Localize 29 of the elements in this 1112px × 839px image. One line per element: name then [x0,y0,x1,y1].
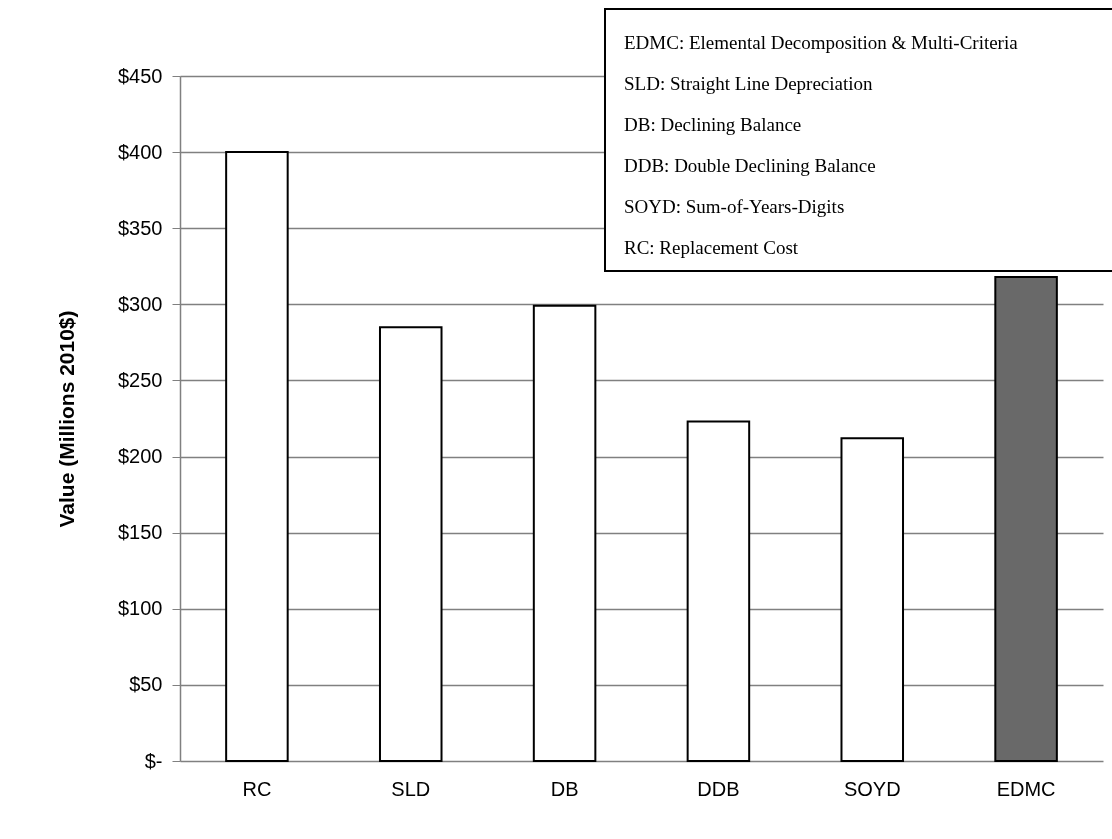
bar [994,275,1058,762]
x-tick-label: RC [242,777,272,800]
y-tick-label: $300 [118,292,163,315]
annotation: DB: Declining Balance [624,113,803,137]
y-tick-label: $200 [118,445,163,468]
x-tick-label: EDMC [996,777,1056,800]
annotation: SLD: Straight Line Depreciation [624,72,874,96]
annotation: SOYD: Sum-of-Years-Digits [624,195,846,219]
y-tick-label: $250 [118,368,163,391]
x-tick-label: SOYD [843,777,901,800]
bar [532,304,597,762]
y-tick-label: $350 [118,216,163,239]
y-tick-label: $- [144,749,163,772]
bar [378,326,443,762]
bar [686,420,751,762]
annotation: RC: Replacement Cost [624,236,800,260]
y-tick-label: $50 [129,673,163,696]
bar [840,437,905,762]
text: EDMC: Elemental Decomposition & Multi-Criteria [624,31,1019,55]
y-tick-label: $450 [118,64,163,87]
y-tick-label: $100 [118,597,163,620]
x-tick-label: SLD [391,777,431,800]
bar [225,151,289,762]
y-tick-label: $150 [118,521,163,544]
x-tick-label: DB [550,777,579,800]
y-axis-title: Value (Millions 2010$) [55,310,79,528]
y-tick-label: $400 [118,140,163,163]
annotation: DDB: Double Declining Balance [624,154,877,178]
x-tick-label: DDB [697,777,740,800]
